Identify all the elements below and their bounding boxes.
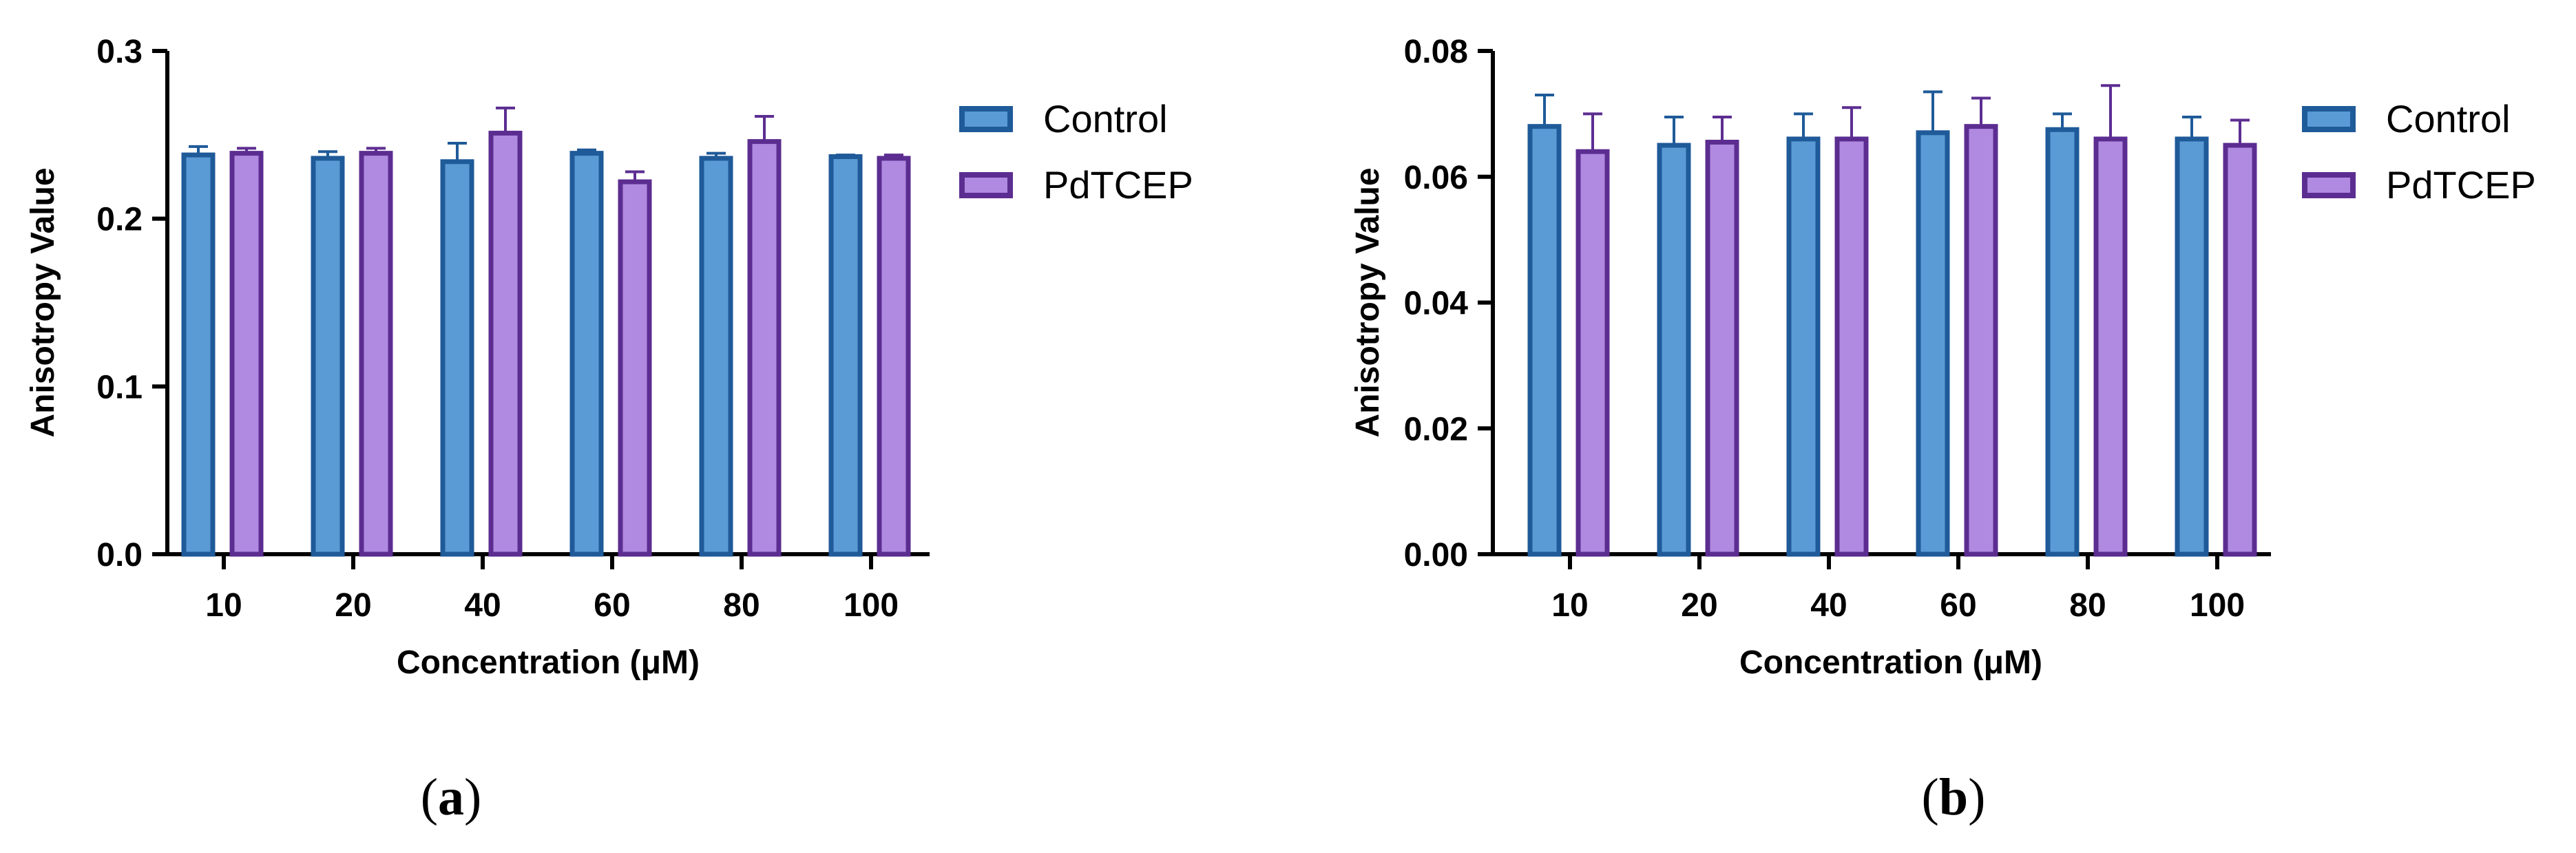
y-tick-label: 0.3 <box>96 34 143 70</box>
panel-label: (b) <box>1922 768 1986 826</box>
y-tick-label: 0.2 <box>96 202 143 238</box>
bar-control <box>699 156 733 557</box>
bar-pdtcep <box>1964 124 1998 557</box>
legend-label-control: Control <box>2386 97 2511 140</box>
x-tick-label: 20 <box>1681 587 1717 624</box>
bar-control <box>440 159 474 557</box>
bar-control <box>311 156 345 557</box>
bar-control <box>2175 136 2209 557</box>
y-tick-label: 0.00 <box>1404 537 1468 573</box>
legend-swatch-pdtcep <box>2302 172 2356 198</box>
bar-control <box>1657 143 1691 557</box>
bar-control <box>2045 127 2080 557</box>
bar-pdtcep <box>359 151 393 557</box>
y-axis-title: Anisotropy Value <box>25 167 61 437</box>
bar-pdtcep <box>618 179 652 557</box>
legend-swatch-control <box>2302 106 2356 132</box>
bar-pdtcep <box>877 156 911 557</box>
panel-label: (a) <box>421 768 482 826</box>
y-tick-label: 0.0 <box>96 537 143 573</box>
bar-pdtcep <box>1575 149 1610 557</box>
bar-pdtcep <box>747 139 782 557</box>
x-tick-label: 20 <box>335 587 371 624</box>
bar-control <box>569 151 604 557</box>
x-tick-label: 60 <box>594 587 630 624</box>
x-tick-label: 100 <box>2190 587 2245 624</box>
chart-panel-a: 0.0 0.1 0.2 0.3 10 20 40 60 80 100 Anisotropy Valu… <box>25 34 1193 826</box>
bar-pdtcep <box>1705 139 1739 557</box>
x-tick-label: 80 <box>2069 587 2106 624</box>
y-tick-label: 0.06 <box>1404 160 1468 196</box>
legend-label-control: Control <box>1043 97 1168 140</box>
y-tick-label: 0.04 <box>1404 286 1469 322</box>
bar-pdtcep <box>2093 136 2128 557</box>
x-tick-label: 80 <box>723 587 760 624</box>
y-tick-label: 0.02 <box>1404 411 1468 447</box>
x-tick-label: 40 <box>464 587 501 624</box>
x-axis-title: Concentration (μM) <box>1739 644 2042 681</box>
legend-swatch-control <box>959 106 1013 132</box>
y-axis-title: Anisotropy Value <box>1350 167 1386 437</box>
bar-control <box>181 152 216 557</box>
x-axis-title: Concentration (μM) <box>397 644 700 681</box>
legend-label-pdtcep: PdTCEP <box>2386 163 2536 207</box>
legend-label-pdtcep: PdTCEP <box>1043 163 1193 207</box>
x-tick-label: 10 <box>1551 587 1588 624</box>
legend-swatch-pdtcep <box>959 172 1013 198</box>
bar-control <box>1916 130 1950 557</box>
bar-pdtcep <box>2223 143 2257 557</box>
bar-pdtcep <box>488 130 523 557</box>
bar-pdtcep <box>1834 136 1869 557</box>
x-tick-label: 10 <box>205 587 242 624</box>
y-tick-label: 0.08 <box>1404 34 1468 70</box>
bar-control <box>1527 124 1562 557</box>
bar-control <box>1786 136 1821 557</box>
chart-panel-b: 0.00 0.02 0.04 0.06 0.08 10 20 40 60 80 100 Anisotr… <box>1350 34 2536 826</box>
y-tick-label: 0.1 <box>96 369 143 406</box>
x-tick-label: 100 <box>844 587 899 624</box>
bar-pdtcep <box>229 151 264 557</box>
x-tick-label: 60 <box>1940 587 1976 624</box>
x-tick-label: 40 <box>1810 587 1847 624</box>
bar-control <box>828 154 863 557</box>
